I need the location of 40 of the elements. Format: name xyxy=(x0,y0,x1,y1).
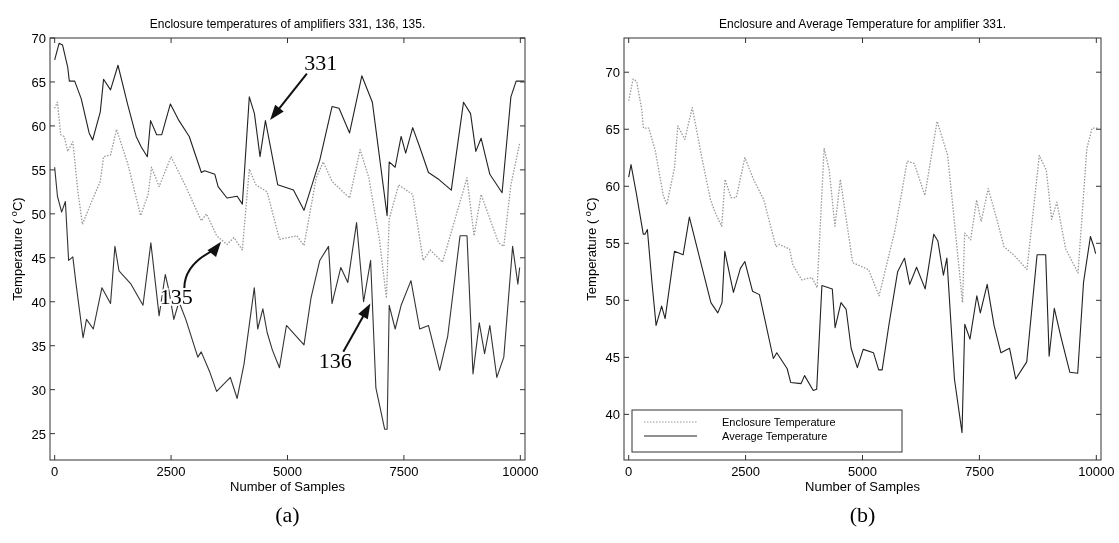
annotation: 136 xyxy=(318,347,352,373)
line-series xyxy=(628,78,1100,304)
x-tick-label: 0 xyxy=(625,464,633,479)
text: (a) xyxy=(275,502,300,527)
x-tick-label: 5000 xyxy=(273,464,302,479)
y-tick-label: 65 xyxy=(605,122,620,138)
line-series xyxy=(54,42,525,217)
legend-label: Enclosure Temperature xyxy=(722,416,836,428)
x-tick-label: 2500 xyxy=(731,464,761,479)
x-axis-title: Number of Samples xyxy=(230,479,346,494)
y-tick-label: 60 xyxy=(31,118,46,134)
x-tick-label: 7500 xyxy=(964,464,994,479)
text: (b) xyxy=(849,502,876,527)
y-tick-label: 45 xyxy=(31,250,46,266)
y-tick-label: 60 xyxy=(605,179,620,195)
line-series xyxy=(628,164,1097,434)
chart-title: Enclosure temperatures of amplifiers 331, 136, 135. xyxy=(149,17,426,31)
y-tick-label: 40 xyxy=(605,407,620,423)
y-tick-label: 70 xyxy=(605,65,620,81)
x-tick-label: 7500 xyxy=(389,464,419,479)
x-tick-label: 0 xyxy=(51,464,59,479)
x-axis-title: Number of Samples xyxy=(805,479,921,494)
chart-title: Enclosure and Average Temperature for amplifier 331. xyxy=(718,17,1007,31)
y-tick-label: 55 xyxy=(605,236,620,252)
y-tick-label: 50 xyxy=(605,293,620,309)
y-tick-label: 35 xyxy=(31,338,46,354)
legend-label: Average Temperature xyxy=(722,430,828,442)
x-tick-label: 10000 xyxy=(502,464,539,479)
x-tick-label: 2500 xyxy=(156,464,186,479)
y-tick-label: 30 xyxy=(31,382,46,398)
y-tick-label: 45 xyxy=(605,350,620,366)
y-tick-label: 25 xyxy=(31,426,46,442)
y-tick-label: 70 xyxy=(31,31,46,46)
x-tick-label: 5000 xyxy=(848,464,877,479)
y-tick-label: 55 xyxy=(31,162,46,178)
y-tick-label: 40 xyxy=(31,294,46,310)
y-tick-label: 65 xyxy=(31,74,46,90)
annotation: 331 xyxy=(304,49,338,75)
y-tick-label: 50 xyxy=(31,206,46,222)
x-tick-label: 10000 xyxy=(1078,464,1115,479)
